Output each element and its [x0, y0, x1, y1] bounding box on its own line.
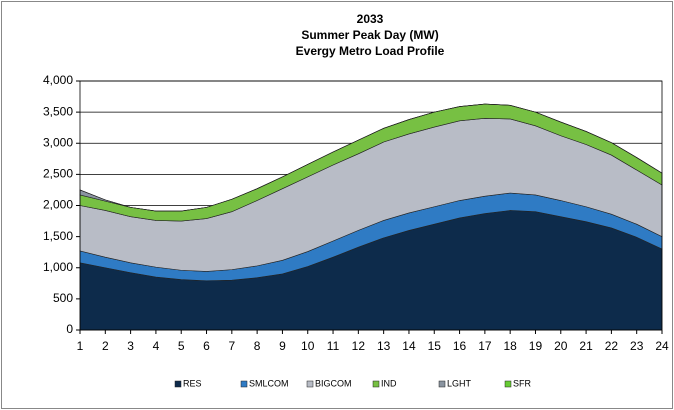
- y-tick-label: 0: [66, 322, 73, 336]
- x-tick-label: 22: [605, 339, 619, 353]
- x-tick-label: 17: [478, 339, 492, 353]
- x-tick-label: 9: [279, 339, 286, 353]
- x-tick-label: 23: [630, 339, 644, 353]
- legend-label: RES: [183, 378, 202, 388]
- legend: RES SMLCOM BIGCOM IND LGHT SFR: [174, 378, 532, 388]
- x-tick-label: 8: [254, 339, 261, 353]
- legend-label: SMLCOM: [249, 378, 289, 388]
- x-tick-label: 6: [203, 339, 210, 353]
- x-tick-label: 2: [102, 339, 109, 353]
- legend-swatch: [240, 380, 248, 388]
- x-tick-label: 12: [352, 339, 366, 353]
- y-tick-label: 2,000: [43, 198, 73, 212]
- y-tick-label: 1,500: [43, 229, 73, 243]
- x-tick-label: 5: [178, 339, 185, 353]
- x-tick-label: 1: [77, 339, 84, 353]
- x-tick-label: 4: [153, 339, 160, 353]
- x-tick-label: 11: [327, 339, 340, 353]
- legend-swatch: [372, 380, 380, 388]
- x-tick-label: 14: [402, 339, 416, 353]
- x-tick-label: 3: [127, 339, 134, 353]
- chart-title: Evergy Metro Load Profile: [296, 44, 445, 58]
- chart-title: 2033: [357, 12, 384, 26]
- x-tick-label: 15: [428, 339, 442, 353]
- legend-label: BIGCOM: [315, 378, 352, 388]
- x-tick-label: 16: [453, 339, 467, 353]
- x-tick-label: 10: [301, 339, 315, 353]
- legend-label: LGHT: [447, 378, 472, 388]
- legend-swatch: [174, 380, 182, 388]
- x-tick-label: 18: [503, 339, 517, 353]
- y-tick-label: 2,500: [43, 167, 73, 181]
- y-tick-label: 500: [53, 291, 73, 305]
- legend-swatch: [438, 380, 446, 388]
- legend-label: SFR: [513, 378, 532, 388]
- y-tick-label: 1,000: [43, 260, 73, 274]
- plot-frame: [79, 80, 663, 331]
- legend-swatch: [504, 380, 512, 388]
- x-tick-label: 19: [529, 339, 543, 353]
- x-tick-label: 21: [579, 339, 593, 353]
- legend-swatch: [306, 380, 314, 388]
- y-tick-label: 3,000: [43, 135, 73, 149]
- y-tick-label: 3,500: [43, 104, 73, 118]
- x-tick-label: 13: [377, 339, 391, 353]
- x-tick-label: 7: [228, 339, 235, 353]
- legend-label: IND: [381, 378, 397, 388]
- y-tick-label: 4,000: [43, 73, 73, 87]
- chart-title: Summer Peak Day (MW): [301, 28, 438, 42]
- x-tick-label: 24: [655, 339, 669, 353]
- x-tick-label: 20: [554, 339, 568, 353]
